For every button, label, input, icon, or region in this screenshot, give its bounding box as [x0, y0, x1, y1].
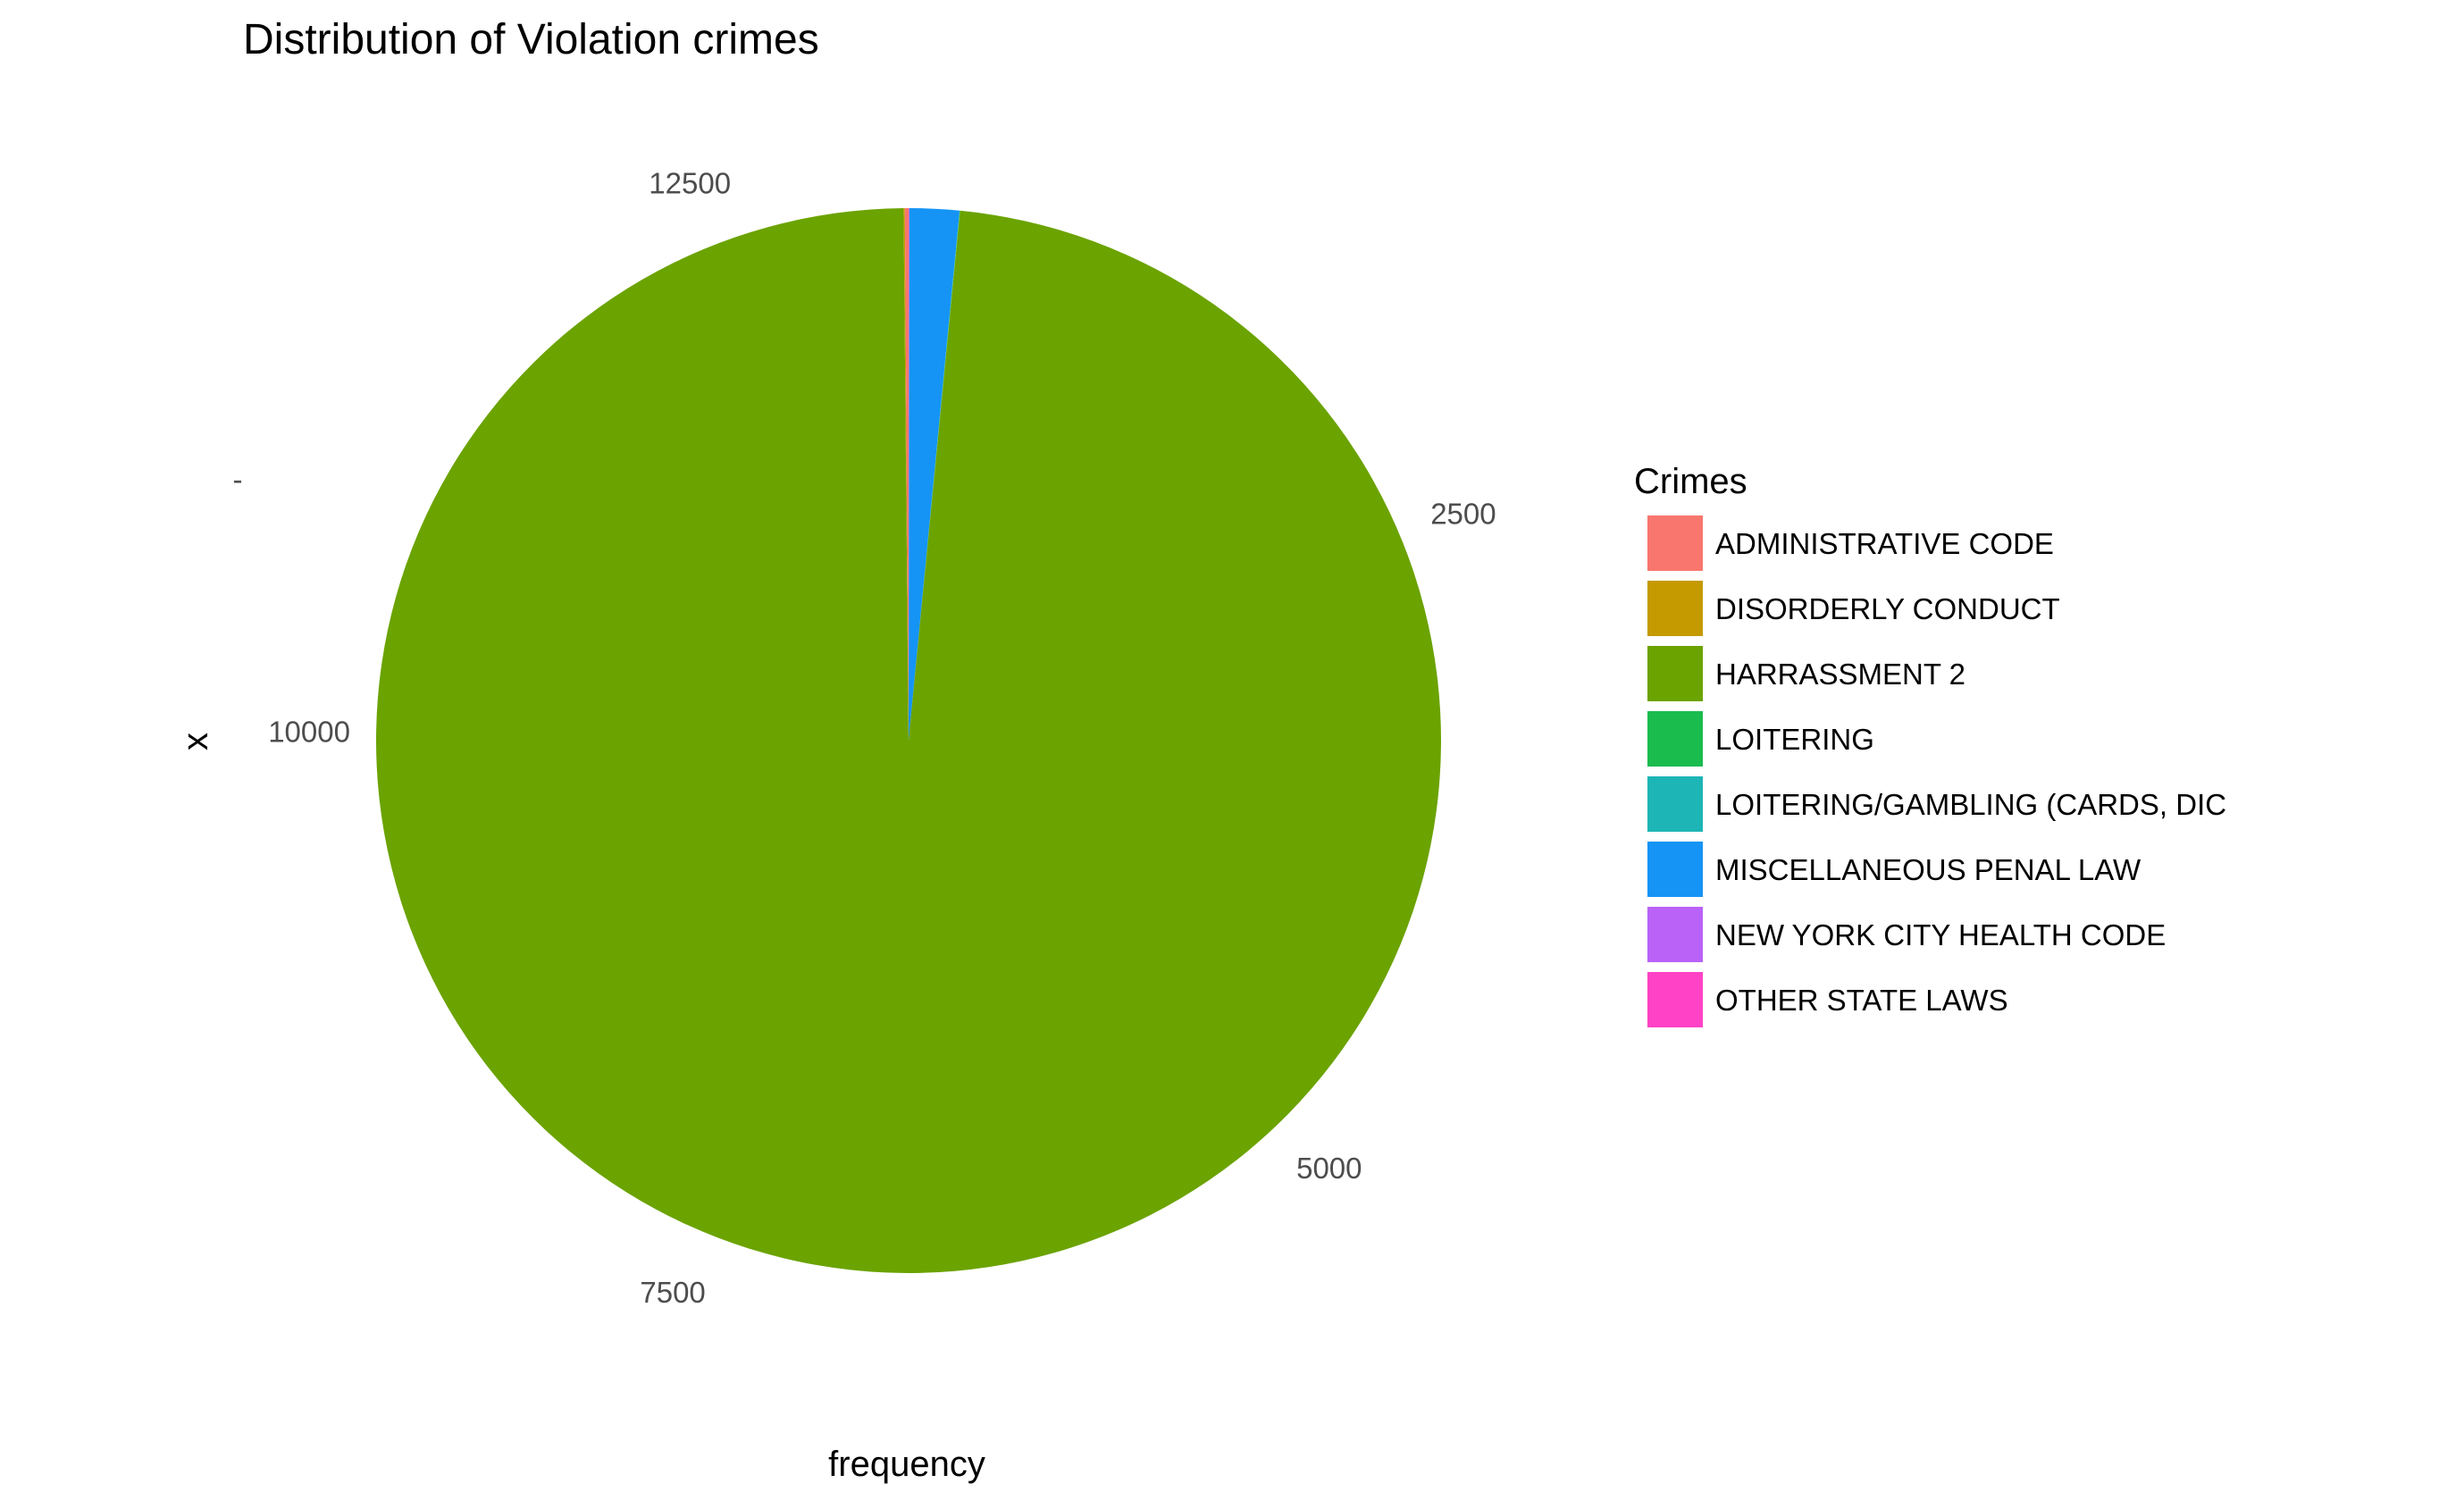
theta-tick-2500: 2500: [1430, 498, 1496, 531]
legend-title: Crimes: [1634, 462, 1747, 501]
chart-title: Distribution of Violation crimes: [243, 16, 819, 63]
legend-item-loitering-gambling-cards-dic: LOITERING/GAMBLING (CARDS, DIC: [1646, 775, 2226, 834]
theta-tick-10000: 10000: [268, 716, 350, 749]
legend-label-other-state-laws: OTHER STATE LAWS: [1715, 984, 2008, 1017]
theta-tick-12500: 12500: [649, 166, 731, 199]
legend-item-loitering: LOITERING: [1646, 709, 1874, 768]
legend-label-harrassment-2: HARRASSMENT 2: [1715, 658, 1965, 691]
legend-item-new-york-city-health-code: NEW YORK CITY HEALTH CODE: [1646, 905, 2166, 964]
pie-slice-administrative-code: [904, 208, 909, 741]
theta-tick-5000: 5000: [1296, 1152, 1362, 1185]
y-tick-label: -: [233, 463, 243, 496]
pie-slice-harrassment-2: [375, 208, 1441, 1274]
legend-key-administrative-code: [1646, 514, 1705, 573]
theta-tick-labels: 2500 5000 7500 10000 12500: [268, 166, 1496, 1309]
pie-slice-loitering: [909, 210, 960, 742]
pie-slices: [375, 208, 1441, 1274]
x-axis-title: frequency: [828, 1445, 985, 1484]
legend-item-harrassment-2: HARRASSMENT 2: [1646, 644, 1965, 703]
legend-label-administrative-code: ADMINISTRATIVE CODE: [1715, 527, 2054, 560]
legend-label-miscellaneous-penal-law: MISCELLANEOUS PENAL LAW: [1715, 853, 2141, 886]
legend-key-loitering-gambling-cards-dic: [1646, 775, 1705, 834]
legend-key-harrassment-2: [1646, 644, 1705, 703]
pie-slice-miscellaneous-penal-law: [909, 208, 960, 741]
pie-slice-disorderly-conduct: [903, 208, 909, 741]
pie-slice-loitering-gambling-cards-dic: [909, 210, 960, 741]
legend-key-disorderly-conduct: [1646, 579, 1705, 638]
legend-item-administrative-code: ADMINISTRATIVE CODE: [1646, 514, 2054, 573]
legend: Crimes ADMINISTRATIVE CODE DISORDERLY CON…: [1634, 462, 2226, 1029]
legend-label-disorderly-conduct: DISORDERLY CONDUCT: [1715, 592, 2060, 625]
legend-key-new-york-city-health-code: [1646, 905, 1705, 964]
legend-label-loitering: LOITERING: [1715, 723, 1874, 756]
legend-label-new-york-city-health-code: NEW YORK CITY HEALTH CODE: [1715, 918, 2166, 951]
legend-item-disorderly-conduct: DISORDERLY CONDUCT: [1646, 579, 2060, 638]
legend-item-other-state-laws: OTHER STATE LAWS: [1646, 970, 2008, 1029]
legend-items: ADMINISTRATIVE CODE DISORDERLY CONDUCT HAR…: [1646, 514, 2226, 1029]
y-axis-title: x: [176, 733, 215, 750]
legend-key-miscellaneous-penal-law: [1646, 840, 1705, 899]
legend-label-loitering-gambling-cards-dic: LOITERING/GAMBLING (CARDS, DIC: [1715, 788, 2226, 821]
legend-item-miscellaneous-penal-law: MISCELLANEOUS PENAL LAW: [1646, 840, 2141, 899]
legend-key-other-state-laws: [1646, 970, 1705, 1029]
theta-tick-7500: 7500: [640, 1276, 705, 1309]
legend-key-loitering: [1646, 709, 1705, 768]
